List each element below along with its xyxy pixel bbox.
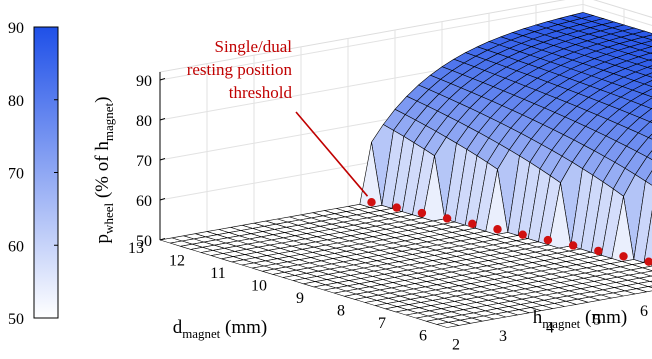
threshold-marker bbox=[367, 198, 375, 206]
z-tick-label: 70 bbox=[136, 153, 152, 170]
d-tick-label: 10 bbox=[251, 278, 267, 295]
threshold-marker bbox=[393, 203, 401, 211]
d-tick-label: 6 bbox=[419, 328, 427, 345]
d-tick-label: 7 bbox=[378, 315, 386, 332]
threshold-marker bbox=[519, 230, 527, 238]
threshold-marker bbox=[443, 214, 451, 222]
colorbar: 90 80 70 60 50 bbox=[8, 20, 58, 328]
h-axis-label: hmagnet (mm) bbox=[533, 307, 627, 331]
d-tick-label: 9 bbox=[296, 290, 304, 307]
threshold-marker bbox=[594, 247, 602, 255]
d-tick-label: 8 bbox=[337, 303, 345, 320]
h-tick-label: 2 bbox=[452, 337, 460, 354]
d-tick-label: 11 bbox=[210, 265, 225, 282]
threshold-marker bbox=[569, 241, 577, 249]
z-tick-label: 80 bbox=[136, 113, 152, 130]
colorbar-tick-label: 50 bbox=[8, 311, 24, 328]
z-tick-label: 90 bbox=[136, 73, 152, 90]
threshold-marker bbox=[493, 225, 501, 233]
d-tick-label: 12 bbox=[169, 253, 185, 270]
colorbar-tick-label: 80 bbox=[8, 93, 24, 110]
threshold-marker bbox=[418, 209, 426, 217]
d-tick-label: 13 bbox=[128, 240, 144, 257]
annotation-line: resting position bbox=[187, 60, 293, 79]
d-axis-label: dmagnet (mm) bbox=[173, 317, 267, 341]
z-axis-label: pwheel (% of hmagnet) bbox=[92, 97, 116, 244]
threshold-marker bbox=[544, 236, 552, 244]
z-tick-label: 60 bbox=[136, 193, 152, 210]
colorbar-tick-label: 60 bbox=[8, 238, 24, 255]
colorbar-tick-label: 90 bbox=[8, 20, 24, 37]
annotation-line: Single/dual bbox=[215, 37, 293, 56]
colorbar-tick-label: 70 bbox=[8, 166, 24, 183]
annotation-line: threshold bbox=[229, 83, 293, 102]
h-tick-label: 6 bbox=[640, 303, 648, 320]
h-tick-label: 3 bbox=[499, 328, 507, 345]
threshold-marker bbox=[619, 252, 627, 260]
threshold-marker bbox=[468, 220, 476, 228]
